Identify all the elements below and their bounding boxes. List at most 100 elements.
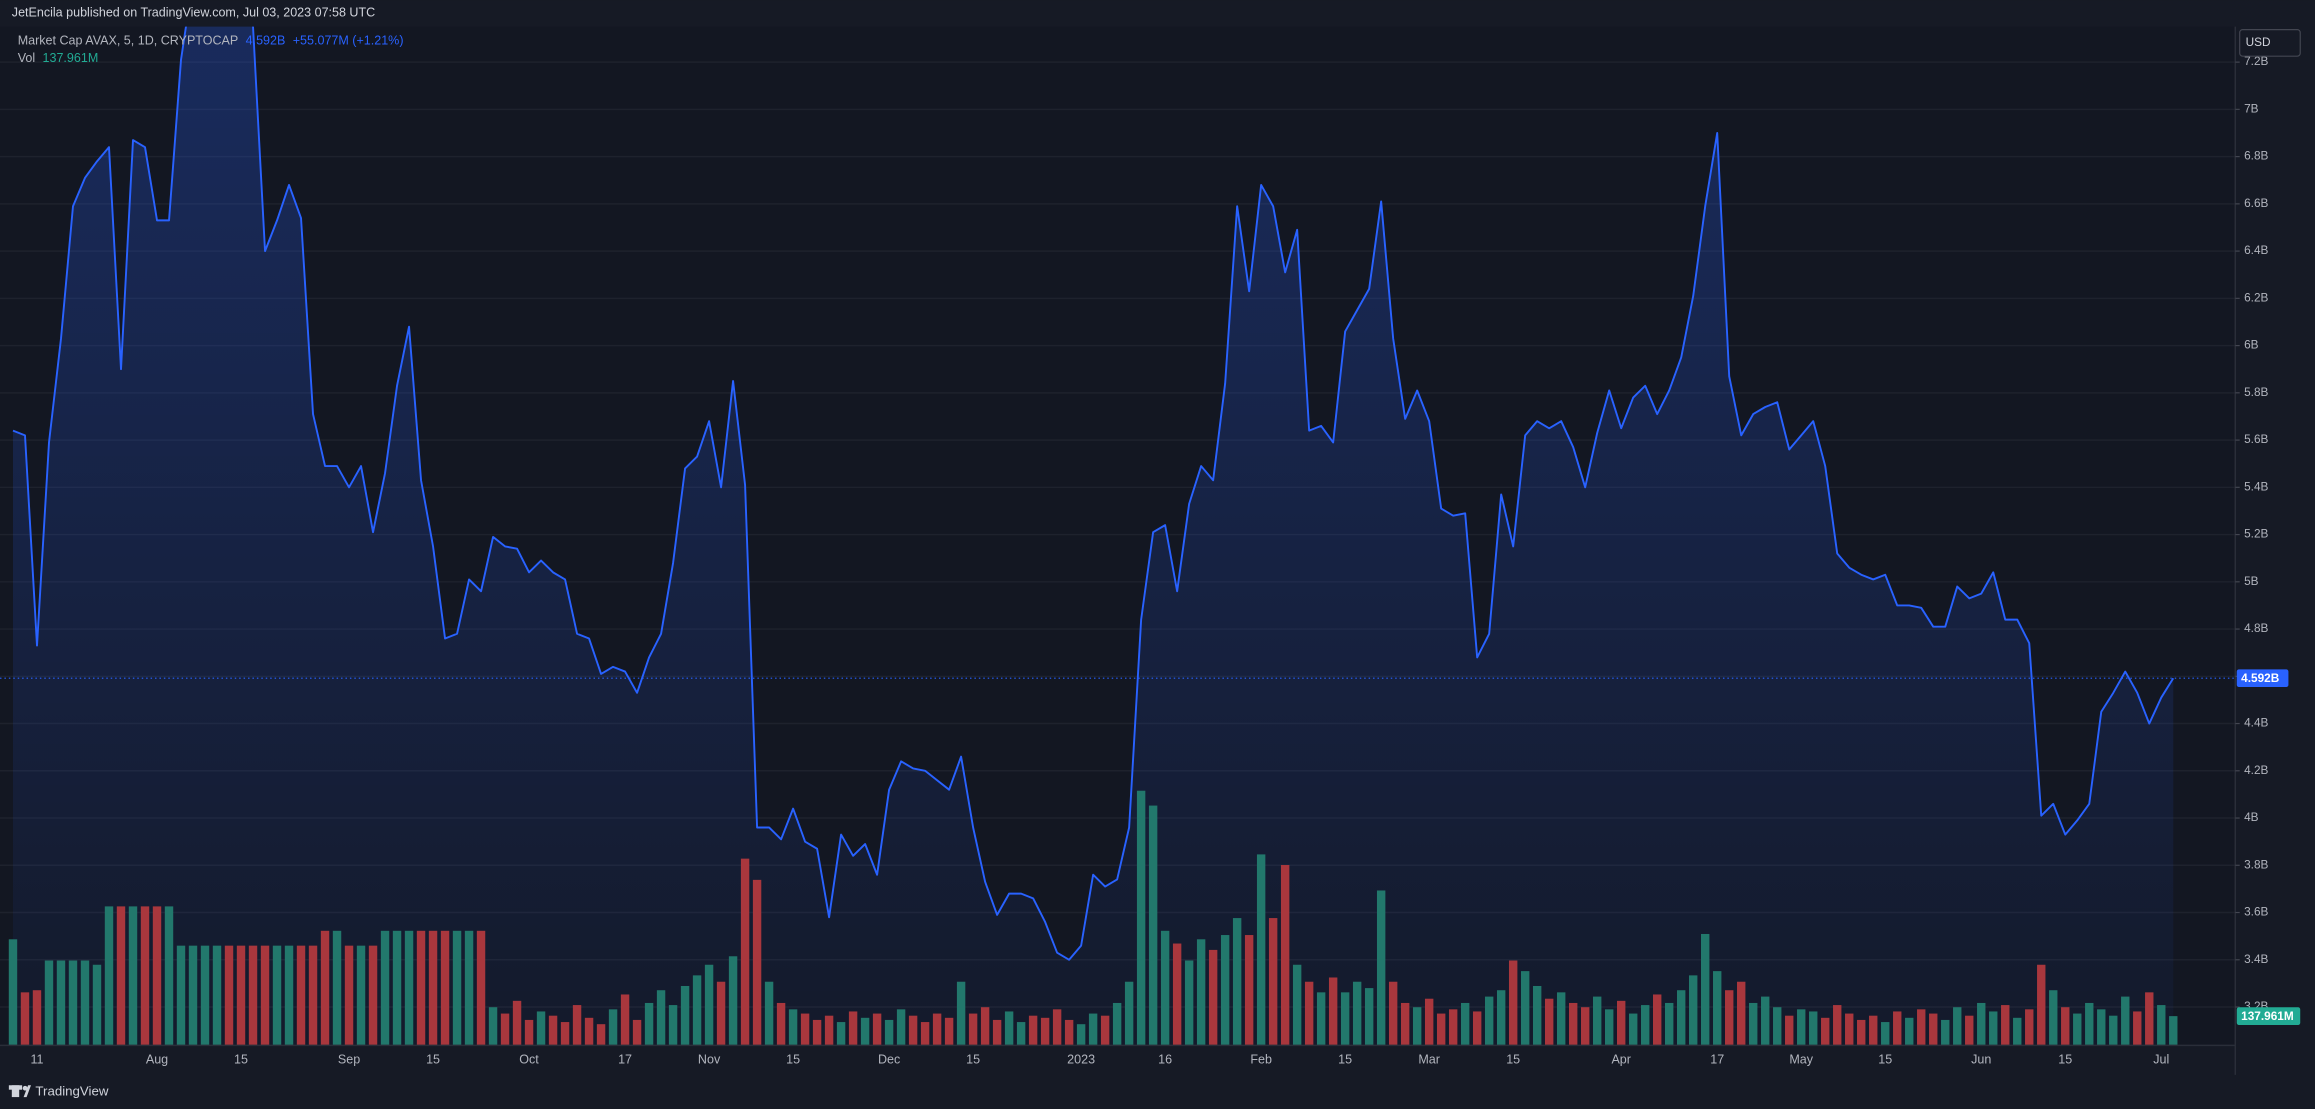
volume-bar <box>224 945 234 1046</box>
volume-bar <box>2049 990 2058 1046</box>
volume-bar <box>680 985 690 1046</box>
volume-bar <box>932 1013 942 1046</box>
volume-bar <box>548 1015 558 1046</box>
volume-layer <box>8 790 2178 1046</box>
volume-bar <box>320 930 330 1046</box>
volume-bar <box>1412 1007 1422 1046</box>
volume-bar <box>272 945 282 1046</box>
volume-bar <box>1821 1017 1830 1046</box>
volume-bar <box>380 930 390 1046</box>
volume-bar <box>368 945 378 1046</box>
volume-bar <box>848 1011 858 1046</box>
volume-bar <box>1544 998 1554 1046</box>
volume-bar <box>2121 996 2130 1046</box>
publisher: JetEncila published on TradingView.com, … <box>12 6 375 20</box>
volume-bar <box>716 981 726 1046</box>
legend-volume: Vol 137.961M <box>18 51 99 65</box>
volume-bar <box>1689 975 1698 1046</box>
volume-bar <box>1640 1005 1650 1046</box>
volume-bar <box>920 1022 930 1046</box>
volume-bar <box>1677 990 1686 1046</box>
volume-bar <box>524 1019 534 1046</box>
volume-bar <box>296 945 306 1046</box>
volume-bar <box>1064 1019 1074 1046</box>
volume-bar <box>608 1009 618 1046</box>
legend-entry: Vol <box>18 51 35 65</box>
volume-bar <box>956 981 966 1046</box>
volume-bar <box>1977 1002 1986 1046</box>
volume-bar <box>1845 1013 1854 1046</box>
volume-bar <box>2085 1002 2094 1046</box>
y-tick-label: 4.8B <box>2244 621 2268 635</box>
volume-value: 137.961M <box>43 51 99 65</box>
last-value: 4.592B <box>246 34 286 48</box>
volume-bar <box>536 1011 546 1046</box>
volume-bar <box>1520 971 1530 1046</box>
volume-bar <box>308 945 318 1046</box>
volume-bar <box>212 945 222 1046</box>
volume-bar <box>1160 930 1170 1046</box>
volume-bar <box>764 981 774 1046</box>
volume-bar <box>1592 996 1602 1046</box>
volume-bar <box>1280 865 1290 1046</box>
volume-bar <box>1472 1011 1482 1046</box>
volume-bar <box>2157 1005 2166 1046</box>
y-tick-label: 5.8B <box>2244 385 2268 399</box>
x-tick-label: 11 <box>30 1052 43 1066</box>
volume-bar <box>1761 996 1770 1046</box>
volume-bar <box>512 1000 522 1046</box>
volume-bar <box>1340 992 1350 1046</box>
volume-bar <box>908 1015 918 1046</box>
volume-bar <box>2145 992 2154 1046</box>
y-tick-label: 6.4B <box>2244 243 2268 257</box>
volume-bar <box>980 1007 990 1046</box>
x-tick-label: 17 <box>618 1052 632 1066</box>
volume-bar <box>1052 1009 1062 1046</box>
volume-bar <box>860 1017 870 1046</box>
volume-bar <box>1580 1007 1590 1046</box>
volume-bar <box>1725 990 1734 1046</box>
volume-bar <box>1088 1013 1098 1046</box>
volume-bar <box>356 945 366 1046</box>
volume-bar <box>284 945 294 1046</box>
y-tick-label: 7B <box>2244 101 2259 115</box>
volume-bar <box>1737 981 1746 1046</box>
volume-bar <box>1292 964 1302 1046</box>
chart-title: Market Cap AVAX, 5, 1D, CRYPTOCAP <box>18 34 239 48</box>
x-tick-label: 15 <box>1338 1052 1352 1066</box>
y-tick-label: 6.2B <box>2244 290 2268 304</box>
currency-box[interactable] <box>2239 29 2301 57</box>
x-tick-label: Nov <box>698 1052 721 1066</box>
volume-bar <box>1857 1019 1866 1046</box>
volume-bar <box>1232 918 1242 1046</box>
volume-bar <box>1496 990 1506 1046</box>
y-tick-label: 4.2B <box>2244 763 2268 777</box>
volume-bar <box>1881 1022 1890 1046</box>
volume-bar <box>728 956 738 1046</box>
volume-bar <box>1112 1002 1122 1046</box>
y-tick-label: 6.8B <box>2244 149 2268 163</box>
volume-bar <box>344 945 354 1046</box>
volume-bar <box>8 939 18 1046</box>
legend-main: Market Cap AVAX, 5, 1D, CRYPTOCAP 4.592B +… <box>18 34 404 48</box>
x-tick-label: 2023 <box>1067 1052 1095 1066</box>
volume-bar <box>1424 998 1434 1046</box>
volume-bar <box>1148 805 1158 1046</box>
volume-bar <box>2001 1005 2010 1046</box>
x-tick-label: 15 <box>966 1052 980 1066</box>
y-tick-label: 3.4B <box>2244 952 2268 966</box>
line <box>12 26 2175 961</box>
y-tick-label: 6.6B <box>2244 196 2268 210</box>
brand: TradingView <box>35 1083 108 1098</box>
volume-bar <box>1352 981 1362 1046</box>
volume-bar <box>800 1013 810 1046</box>
volume-bar <box>1436 1013 1446 1046</box>
volume-bar <box>248 945 258 1046</box>
volume-bar <box>1652 994 1662 1046</box>
volume-bar <box>1364 988 1374 1046</box>
currency[interactable]: USD <box>2246 35 2271 49</box>
volume-bar <box>392 930 402 1046</box>
volume-bar <box>644 1002 654 1046</box>
volume-bar <box>2013 1017 2022 1046</box>
x-tick-label: 15 <box>786 1052 800 1066</box>
